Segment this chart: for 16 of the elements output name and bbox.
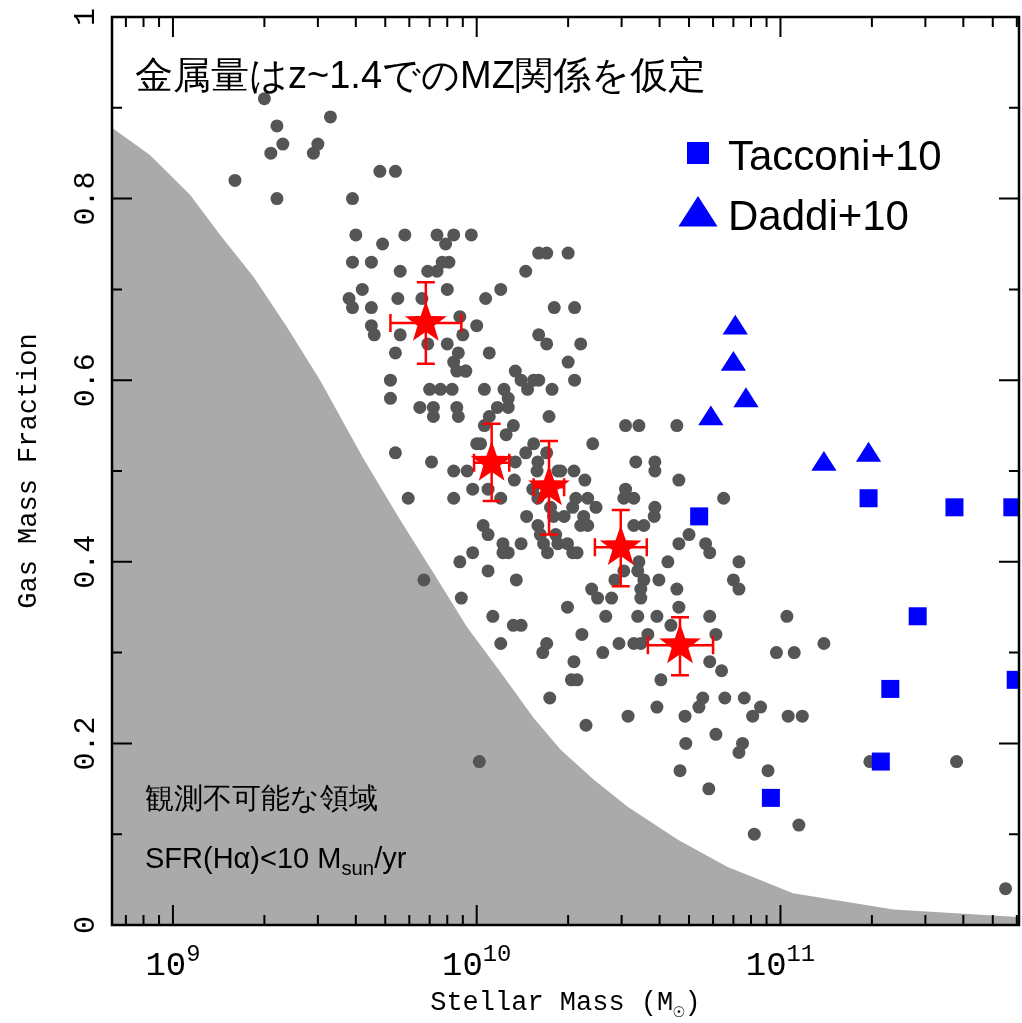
x-axis-title: Stellar Mass (M$_{☉}$) (430, 988, 701, 1023)
legend-label: Daddi+10 (728, 192, 909, 239)
x-tick-label: 10$^{10}$ (442, 941, 512, 985)
annotation: 金属量はz~1.4でのMZ関係を仮定 (135, 54, 706, 96)
y-tick-label: 0.8 (69, 171, 103, 226)
y-tick-label: 0.4 (69, 534, 103, 589)
y-tick-label: 1 (69, 7, 103, 27)
x-tick-label: 10$^{9}$ (145, 941, 201, 985)
y-axis-title: Gas Mass Fraction (14, 333, 44, 609)
annotation: SFR(Hα)<10 M$_{sun}$/yr (145, 842, 407, 880)
annotation: 観測不可能な領域 (145, 782, 378, 814)
y-tick-label: 0.6 (69, 353, 103, 408)
y-tick-label: 0.2 (69, 716, 103, 771)
x-tick-label: 10$^{11}$ (745, 941, 816, 985)
y-tick-label: 0 (69, 915, 103, 935)
legend-label: Tacconi+10 (728, 132, 942, 179)
